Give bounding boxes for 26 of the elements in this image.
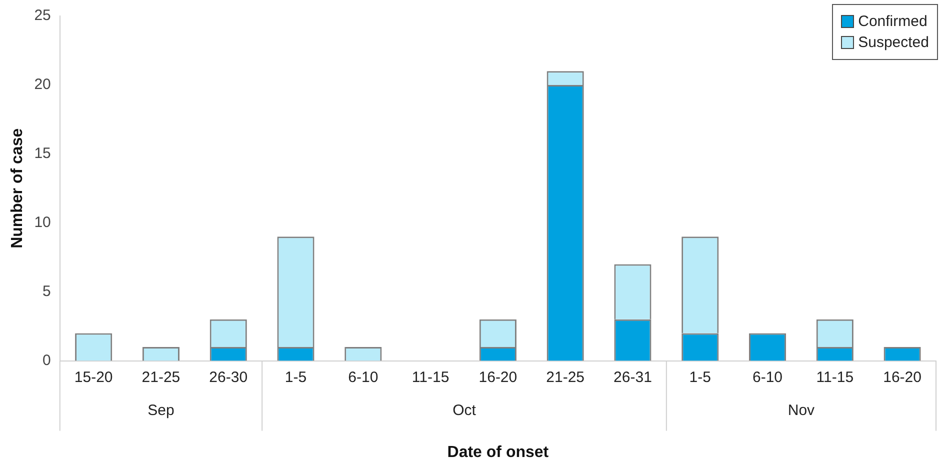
y-tick-label: 15 bbox=[34, 145, 51, 162]
y-axis-title: Number of case bbox=[9, 128, 26, 248]
legend-label: Confirmed bbox=[857, 13, 928, 30]
x-axis-title: Date of onset bbox=[447, 444, 550, 461]
x-tick-label: 21-25 bbox=[142, 368, 180, 386]
legend-label: Suspected bbox=[857, 34, 929, 51]
x-tick-label: 26-30 bbox=[209, 368, 248, 386]
x-tick-label: 11-15 bbox=[412, 368, 450, 386]
x-tick-label: 1-5 bbox=[284, 368, 307, 386]
text: Nov bbox=[788, 402, 816, 419]
x-tick-label: 1-5 bbox=[689, 368, 711, 386]
x-tick-label: 11-15 bbox=[816, 368, 854, 386]
x-tick-label: 16-20 bbox=[478, 368, 518, 386]
x-tick-label: 6-10 bbox=[752, 368, 783, 386]
x-tick-label: 15-20 bbox=[74, 368, 113, 386]
x-tick-label: 26-31 bbox=[614, 368, 652, 386]
y-tick-label: 5 bbox=[42, 282, 51, 300]
text: Sep bbox=[148, 402, 174, 419]
x-tick-label: 21-25 bbox=[546, 368, 585, 386]
y-tick-label: 0 bbox=[42, 352, 51, 369]
y-tick-label: 10 bbox=[34, 214, 51, 232]
y-tick-label: 25 bbox=[34, 7, 51, 24]
text: Oct bbox=[452, 402, 477, 419]
x-tick-label: 16-20 bbox=[883, 368, 922, 386]
x-tick-label: 6-10 bbox=[348, 368, 378, 386]
y-tick-label: 20 bbox=[34, 76, 51, 94]
